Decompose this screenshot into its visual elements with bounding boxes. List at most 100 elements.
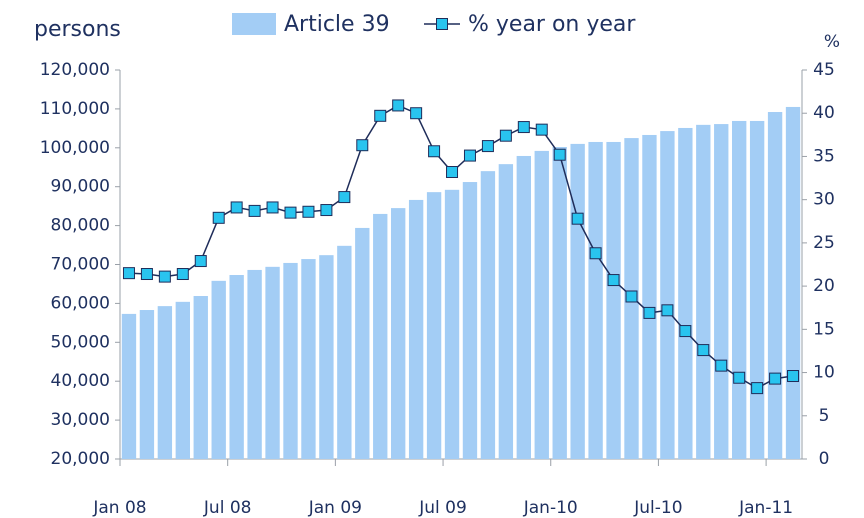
line-marker — [643, 306, 656, 319]
y2-axis-label: % — [824, 32, 840, 52]
bar — [462, 182, 478, 460]
bar — [157, 306, 173, 459]
y2-tick-label: 0 — [819, 449, 830, 469]
bar — [498, 164, 514, 459]
line-marker — [481, 140, 494, 153]
line-marker — [284, 206, 297, 219]
bar — [696, 124, 711, 459]
line-marker — [499, 129, 512, 142]
legend-swatch — [436, 18, 448, 30]
line-marker — [176, 268, 189, 281]
y-tick-label: 100,000 — [40, 138, 110, 158]
y2-tick-label: 5 — [819, 406, 830, 426]
bar — [175, 301, 190, 459]
y-tick-label: 40,000 — [51, 371, 110, 391]
y-tick-label: 30,000 — [51, 410, 110, 430]
line-marker — [302, 205, 315, 218]
y2-tick-label: 35 — [813, 146, 835, 166]
x-tick-label: Jul-10 — [633, 498, 682, 518]
bar — [193, 296, 208, 459]
y-axis-label: persons — [34, 17, 121, 42]
line-marker — [625, 290, 638, 303]
line-marker — [463, 149, 476, 162]
line-marker — [751, 382, 764, 395]
x-tick-label: Jul 09 — [418, 498, 467, 518]
bar — [265, 266, 280, 459]
line-marker — [248, 204, 261, 217]
y2-tick-label: 10 — [813, 363, 835, 383]
y-tick-label: 60,000 — [51, 293, 110, 313]
y-tick-label: 80,000 — [51, 216, 110, 236]
line-marker — [158, 270, 171, 283]
bar — [426, 192, 442, 459]
y2-tick-label: 45 — [813, 60, 835, 80]
bar — [785, 106, 801, 459]
line-marker — [787, 370, 800, 383]
line-marker — [320, 204, 333, 217]
line-marker — [661, 304, 674, 317]
bar — [319, 255, 334, 459]
line-marker — [122, 267, 135, 280]
bar — [408, 199, 424, 459]
line-marker — [607, 274, 620, 287]
bar — [121, 313, 137, 459]
legend-swatch — [232, 13, 276, 35]
bar — [391, 208, 406, 459]
x-tick-label: Jan 08 — [92, 498, 146, 518]
y-tick-label: 110,000 — [40, 99, 110, 119]
line-marker — [392, 99, 405, 112]
line-marker — [697, 344, 710, 357]
line-marker — [446, 166, 459, 179]
bar — [588, 141, 603, 459]
line-marker — [517, 121, 530, 134]
bar — [283, 262, 298, 459]
bar — [660, 131, 675, 459]
line-marker — [194, 255, 207, 268]
x-tick-label: Jan-11 — [738, 498, 793, 518]
y-tick-label: 90,000 — [51, 177, 110, 197]
bar — [355, 227, 370, 459]
bar — [749, 120, 765, 460]
y2-tick-label: 40 — [813, 103, 835, 123]
line-marker — [266, 201, 279, 214]
line-marker — [356, 139, 369, 152]
line — [128, 104, 794, 389]
bar — [337, 245, 352, 459]
bar — [552, 147, 567, 459]
y2-tick-label: 25 — [813, 233, 835, 253]
x-tick-label: Jan-10 — [523, 498, 578, 518]
bar — [301, 259, 316, 459]
y-tick-label: 70,000 — [51, 255, 110, 275]
line-marker — [589, 247, 602, 260]
line-marker — [715, 359, 728, 372]
bar — [732, 120, 747, 460]
y-tick-label: 120,000 — [40, 60, 110, 80]
bar — [516, 155, 531, 459]
line-marker — [553, 148, 566, 161]
line-marker — [410, 107, 423, 120]
y-tick-label: 50,000 — [51, 332, 110, 352]
bar — [678, 127, 693, 459]
line-marker — [535, 123, 548, 136]
bar — [211, 280, 226, 459]
line-marker — [571, 212, 584, 225]
bar — [642, 134, 657, 459]
line-marker — [679, 325, 692, 338]
bar — [767, 112, 783, 460]
bar — [714, 124, 729, 460]
line-marker — [338, 191, 351, 204]
y2-tick-label: 30 — [813, 190, 835, 210]
legend-label: Article 39 — [284, 12, 390, 37]
bar — [480, 171, 496, 459]
legend-label: % year on year — [468, 12, 636, 37]
bar — [139, 310, 155, 459]
line-marker — [230, 201, 243, 214]
bar — [444, 189, 460, 459]
line-marker — [212, 211, 225, 224]
bar — [247, 269, 262, 459]
bar — [373, 213, 388, 459]
bar — [229, 275, 244, 459]
line-marker — [374, 109, 387, 122]
bar — [534, 150, 549, 460]
